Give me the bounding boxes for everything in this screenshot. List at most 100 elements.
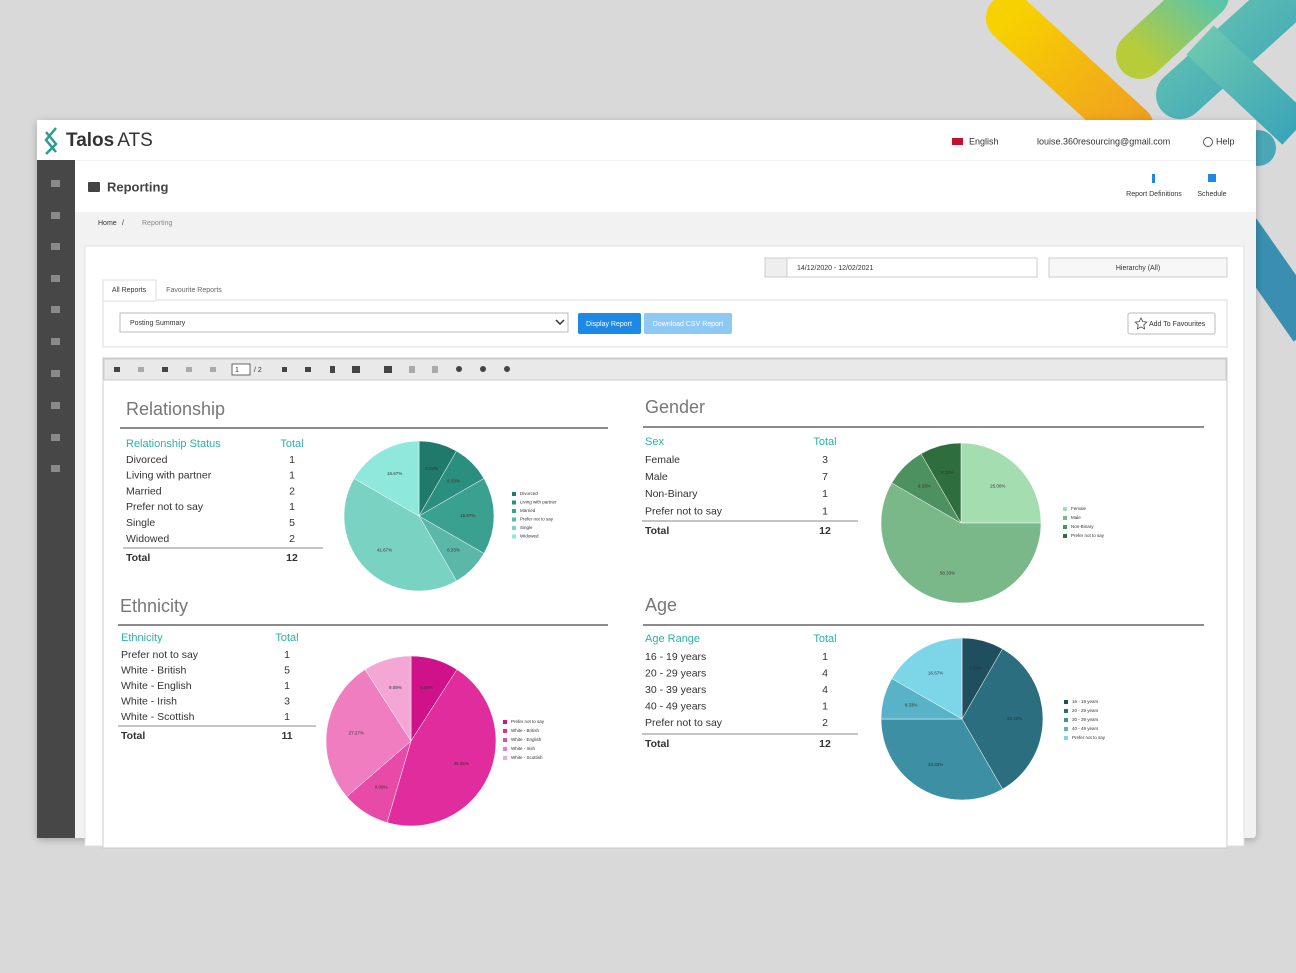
- legend-swatch: [503, 747, 507, 751]
- legend-label: Prefer not to say: [520, 517, 554, 522]
- total-label: Total: [645, 738, 669, 750]
- table-header: Relationship Status: [126, 438, 221, 450]
- breadcrumb-current: Reporting: [142, 220, 172, 227]
- date-icon: [764, 257, 788, 278]
- table-count: 1: [822, 505, 828, 517]
- slice-label: 25.00%: [990, 483, 1005, 488]
- legend-label: White - Irish: [511, 746, 536, 751]
- legend-label: White - British: [511, 728, 540, 733]
- table-label: Male: [645, 471, 668, 483]
- table-label: Single: [126, 517, 155, 529]
- language-menu[interactable]: English: [969, 136, 999, 146]
- table-count: 1: [289, 470, 295, 482]
- slice-label: 9.09%: [375, 785, 388, 790]
- pie-slice: [960, 442, 1042, 524]
- table-header: Total: [813, 633, 836, 645]
- favourite-button[interactable]: [1127, 312, 1216, 335]
- table-count: 1: [289, 454, 295, 466]
- total-count: 12: [819, 525, 831, 537]
- sidebar: [37, 160, 75, 838]
- table-label: Prefer not to say: [645, 717, 723, 729]
- legend-label: White - English: [511, 737, 542, 742]
- page-title: Reporting: [107, 179, 168, 194]
- legend-label: Prefer not to say: [1072, 735, 1106, 740]
- schedule[interactable]: Schedule: [1197, 191, 1226, 198]
- chart-title: Ethnicity: [120, 596, 188, 616]
- legend-label: 40 - 49 years: [1072, 726, 1099, 731]
- slice-label: 27.27%: [349, 730, 364, 735]
- chart-title: Gender: [645, 397, 705, 417]
- table-count: 1: [289, 501, 295, 513]
- pie-slice: [880, 718, 1003, 801]
- legend-label: Prefer not to say: [1071, 533, 1105, 538]
- legend-swatch: [1063, 534, 1067, 538]
- pie-slice: [891, 637, 963, 720]
- slice-label: 33.33%: [1007, 716, 1022, 721]
- button-label: Add To Favourites: [1149, 321, 1206, 328]
- display-button[interactable]: [578, 313, 641, 334]
- legend-swatch: [1064, 736, 1068, 740]
- table-header: Age Range: [645, 633, 700, 645]
- legend-swatch: [503, 729, 507, 733]
- legend-swatch: [512, 534, 516, 539]
- help-link[interactable]: Help: [1216, 136, 1235, 146]
- table-label: 20 - 29 years: [645, 667, 706, 679]
- help-icon: [1203, 137, 1213, 147]
- brand-name: Talos: [66, 130, 114, 151]
- table-label: White - Irish: [121, 696, 177, 708]
- table-label: Divorced: [126, 454, 168, 466]
- table-header: Total: [813, 436, 836, 448]
- tab-active[interactable]: [102, 279, 157, 302]
- table-label: 40 - 49 years: [645, 701, 706, 713]
- tab-label[interactable]: Favourite Reports: [166, 287, 222, 294]
- total-label: Total: [121, 730, 145, 742]
- legend-swatch: [1064, 700, 1068, 704]
- page-input[interactable]: [231, 363, 251, 376]
- legend-swatch: [1063, 507, 1067, 511]
- slice-label: 8.33%: [969, 665, 982, 670]
- legend-label: Living with partner: [520, 500, 557, 505]
- slice-label: 33.33%: [928, 762, 943, 767]
- pie-slice: [364, 655, 412, 742]
- breadcrumb-home[interactable]: Home: [98, 220, 117, 227]
- button-label: Download CSV Report: [653, 321, 723, 328]
- breadcrumb-separator: /: [122, 220, 124, 227]
- table-label: Prefer not to say: [126, 501, 204, 513]
- table-count: 1: [284, 711, 290, 723]
- table-count: 1: [822, 651, 828, 663]
- legend-label: White - Scottish: [511, 755, 543, 760]
- flag: [952, 138, 963, 145]
- report-select[interactable]: [119, 312, 569, 333]
- hierarchy-select[interactable]: [1048, 257, 1228, 278]
- legend-swatch: [503, 756, 507, 760]
- report-viewer: [102, 357, 1228, 849]
- table-label: White - English: [121, 680, 192, 692]
- print-icon: [88, 182, 100, 192]
- table-label: White - British: [121, 664, 187, 676]
- table-header: Total: [280, 438, 303, 450]
- pie-slice: [325, 669, 412, 798]
- button-label: Display Report: [586, 321, 632, 328]
- table-count: 4: [822, 667, 828, 679]
- toolbar-icons: [114, 366, 510, 373]
- download-button[interactable]: [644, 313, 732, 334]
- table-label: Living with partner: [126, 470, 212, 482]
- table-header: Sex: [645, 436, 664, 448]
- legend-swatch: [512, 509, 516, 513]
- legend-swatch: [512, 526, 516, 530]
- legend-swatch: [512, 500, 516, 505]
- report-select-value: Posting Summary: [130, 320, 186, 327]
- legend-label: Prefer not to say: [511, 719, 545, 724]
- report-definitions[interactable]: Report Definitions: [1126, 191, 1182, 198]
- decor: [1116, 0, 1229, 79]
- legend-label: 20 - 29 years: [1072, 708, 1099, 713]
- legend-swatch: [512, 517, 516, 522]
- slice-label: 8.33%: [941, 470, 954, 475]
- tab-label: All Reports: [112, 287, 147, 294]
- chart-title: Age: [645, 595, 677, 615]
- decor: [986, 0, 1154, 152]
- user-menu[interactable]: louise.360resourcing@gmail.com: [1037, 136, 1170, 146]
- slice-label: 8.33%: [918, 483, 931, 488]
- table-header: Ethnicity: [121, 632, 163, 644]
